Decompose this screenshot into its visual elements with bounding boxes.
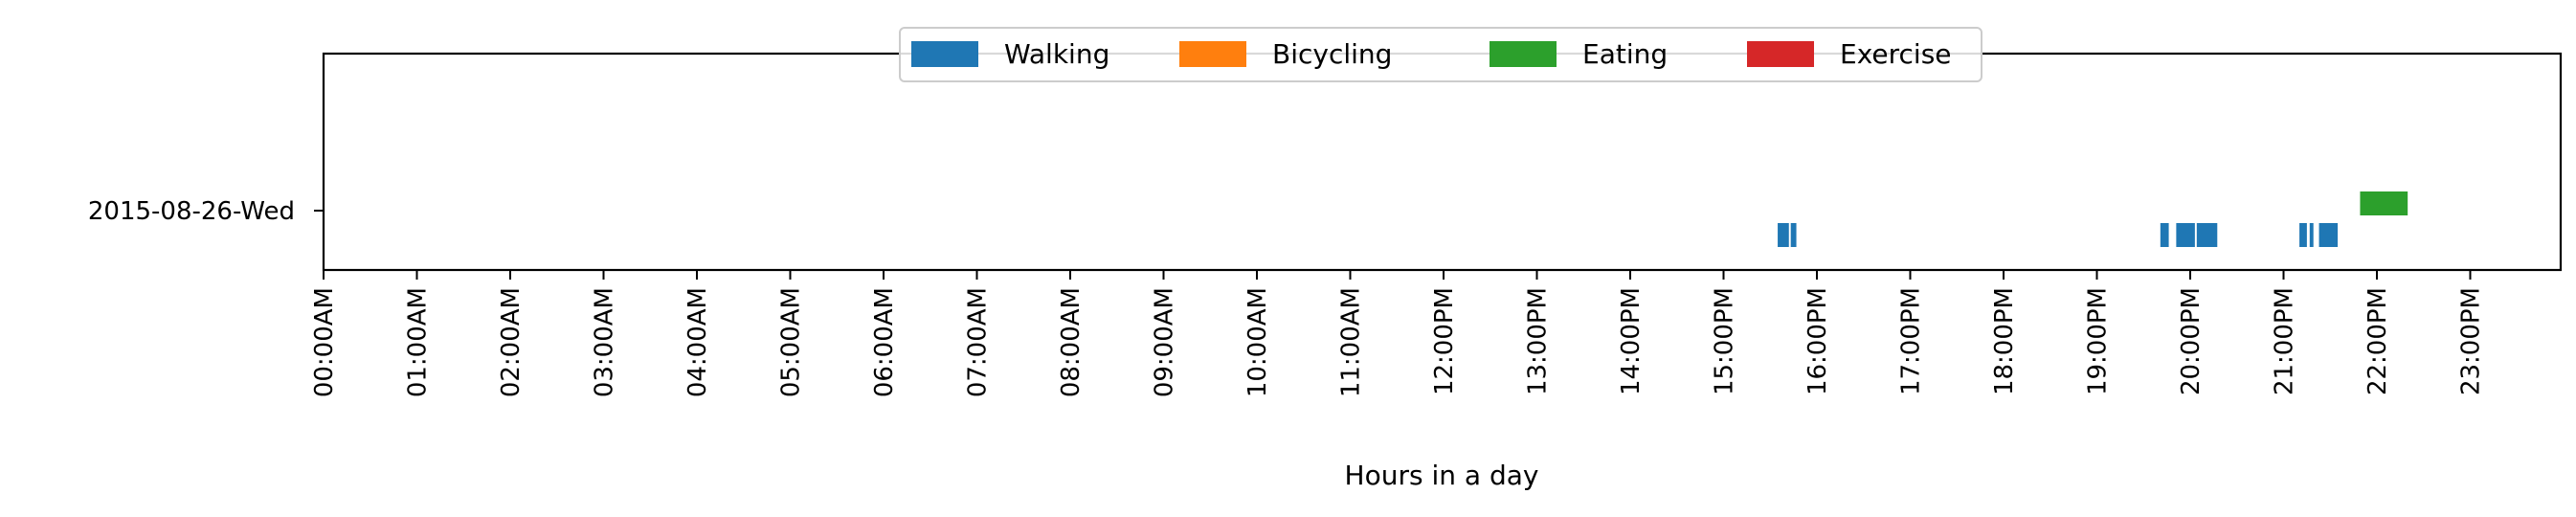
x-tick-label: 18:00PM: [1990, 287, 2019, 395]
x-tick-label: 11:00AM: [1337, 287, 1366, 397]
x-tick-label: 00:00AM: [310, 287, 339, 397]
x-tick-label: 21:00PM: [2271, 287, 2299, 395]
x-tick-label: 15:00PM: [1711, 287, 1739, 395]
x-tick-label: 22:00PM: [2363, 287, 2392, 395]
x-tick-label: 08:00AM: [1057, 287, 1086, 397]
walking-interval-bar: [2160, 223, 2169, 247]
x-tick-label: 05:00AM: [777, 287, 806, 397]
x-tick-label: 23:00PM: [2457, 287, 2486, 395]
activity-marks: [1778, 191, 2408, 247]
walking-interval-bar: [2318, 223, 2339, 247]
x-tick-label: 07:00AM: [964, 287, 993, 397]
x-tick-label: 12:00PM: [1430, 287, 1459, 395]
x-tick-label: 13:00PM: [1524, 287, 1553, 395]
walking-interval-bar: [2299, 223, 2307, 247]
x-tick-label: 19:00PM: [2084, 287, 2113, 395]
legend-box: [899, 27, 1982, 82]
walking-interval-bar: [2176, 223, 2195, 247]
x-tick-label: 06:00AM: [870, 287, 899, 397]
walking-interval-bar: [1790, 223, 1797, 247]
walking-interval-bar: [1778, 223, 1789, 247]
legend-label: Eating: [1582, 38, 1668, 70]
x-tick-label: 03:00AM: [591, 287, 619, 397]
legend-swatch: [1179, 41, 1246, 67]
x-axis-label: Hours in a day: [1345, 460, 1539, 491]
x-axis: 00:00AM 01:00AM 02:00AM 03:00AM 04:00AM 05:00…: [310, 270, 2486, 397]
y-tick-label: 2015-08-26-Wed: [88, 197, 295, 226]
x-tick-label: 01:00AM: [404, 287, 433, 397]
legend-label: Bicycling: [1272, 38, 1392, 70]
plot-area: [324, 54, 2561, 270]
walking-interval-bar: [2196, 223, 2218, 247]
y-axis: 2015-08-26-Wed: [88, 197, 324, 226]
legend-swatch: [1490, 41, 1557, 67]
x-tick-label: 14:00PM: [1617, 287, 1646, 395]
x-tick-label: 17:00PM: [1897, 287, 1926, 395]
x-tick-label: 16:00PM: [1803, 287, 1832, 395]
legend-swatch: [1747, 41, 1814, 67]
eating-interval-bar: [2360, 191, 2408, 215]
x-tick-label: 09:00AM: [1151, 287, 1179, 397]
legend-label: Walking: [1004, 38, 1109, 70]
x-tick-label: 10:00AM: [1243, 287, 1272, 397]
legend: Walking Bicycling Eating Exercise: [899, 27, 1982, 82]
legend-swatch: [911, 41, 978, 67]
x-tick-label: 20:00PM: [2177, 287, 2206, 395]
x-tick-label: 04:00AM: [683, 287, 712, 397]
x-tick-label: 02:00AM: [497, 287, 526, 397]
walking-interval-bar: [2309, 223, 2314, 247]
legend-label: Exercise: [1840, 38, 1952, 70]
